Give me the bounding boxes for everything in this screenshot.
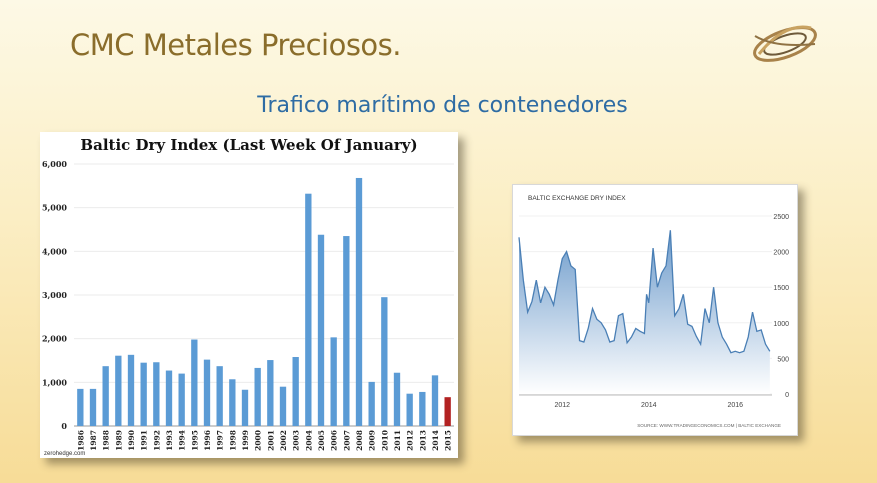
y-tick-label: 1500 [773, 285, 789, 292]
bar-1998 [229, 379, 236, 426]
x-tick-label: 2016 [727, 402, 743, 409]
bar-2009 [368, 381, 375, 426]
chart-title: BALTIC EXCHANGE DRY INDEX [528, 195, 626, 202]
y-tick-label: 4,000 [42, 246, 67, 256]
x-tick-label: 1993 [165, 430, 174, 451]
x-tick-label: 2015 [444, 430, 453, 451]
bar-1994 [178, 373, 185, 426]
bar-2010 [381, 297, 388, 426]
bar-1995 [191, 339, 198, 426]
bar-2005 [317, 234, 325, 426]
y-tick-label: 1,000 [42, 377, 67, 387]
x-tick-label: 2006 [330, 430, 339, 451]
bar-2002 [279, 386, 287, 426]
area-fill [519, 230, 770, 394]
bar-2011 [393, 372, 401, 426]
y-tick-label: 2000 [773, 250, 789, 257]
x-tick-label: 1990 [127, 430, 136, 451]
x-tick-label: 2004 [304, 430, 313, 451]
x-tick-label: 1995 [190, 430, 199, 451]
source-label: zerohedge.com [44, 451, 85, 457]
x-tick-label: 1994 [178, 430, 187, 451]
bar-2006 [330, 337, 337, 426]
x-tick-label: 1987 [89, 430, 98, 451]
bar-1999 [241, 389, 249, 426]
y-tick-label: 500 [777, 356, 789, 363]
x-tick-label: 2002 [279, 430, 288, 451]
bar-2003 [292, 357, 299, 426]
baltic-bar-chart: Baltic Dry Index (Last Week Of January) 0… [42, 136, 454, 457]
bar-2004 [305, 193, 312, 426]
source-label: SOURCE: WWW.TRADINGECONOMICS.COM | BALTI… [637, 423, 781, 428]
baltic-area-chart-card: BALTIC EXCHANGE DRY INDEX 0 500 1000 1500 200… [512, 184, 798, 436]
x-tick-label: 1989 [114, 430, 123, 451]
x-tick-label: 1997 [216, 430, 225, 451]
x-tick-label: 2012 [406, 430, 415, 451]
bar-2013 [419, 391, 426, 426]
x-tick-label: 1998 [228, 430, 237, 451]
x-tick-label: 1996 [203, 430, 212, 451]
x-tick-label: 1992 [152, 430, 161, 451]
bar-1986 [77, 388, 84, 426]
bar-1997 [216, 366, 223, 426]
x-tick-label: 2005 [317, 430, 326, 451]
y-tick-label: 3,000 [42, 290, 67, 300]
x-tick-label: 2014 [641, 402, 657, 409]
bar-1990 [127, 354, 135, 426]
x-tick-label: 1986 [76, 430, 85, 451]
x-tick-label: 1991 [140, 430, 149, 451]
bar-2000 [254, 367, 261, 426]
bar-2001 [267, 360, 274, 426]
bar-1993 [165, 370, 173, 426]
bar-1996 [203, 359, 211, 426]
bar-2015 [444, 397, 451, 426]
x-tick-label: 2011 [393, 430, 402, 451]
company-logo [753, 25, 817, 62]
x-tick-label: 2012 [554, 402, 570, 409]
bar-2008 [355, 177, 363, 426]
x-tick-label: 2009 [368, 430, 377, 451]
x-tick-label: 2014 [431, 430, 440, 451]
y-tick-label: 1000 [773, 321, 789, 328]
x-tick-label: 1999 [241, 430, 250, 451]
y-tick-label: 6,000 [42, 159, 67, 169]
series-line [518, 230, 771, 354]
bar-1992 [153, 362, 160, 426]
x-tick-label: 2008 [355, 430, 364, 451]
y-tick-label: 0 [785, 392, 789, 399]
x-tick-label: 2001 [266, 430, 275, 451]
bar-1987 [89, 388, 97, 426]
x-tick-label: 2013 [418, 430, 427, 451]
bar-2014 [431, 375, 439, 426]
y-tick-label: 2,000 [42, 334, 67, 344]
bar-2012 [406, 393, 413, 426]
y-tick-label: 2500 [773, 214, 789, 221]
baltic-area-chart: BALTIC EXCHANGE DRY INDEX 0 500 1000 1500 200… [518, 195, 789, 428]
x-tick-label: 2010 [380, 430, 389, 451]
slide-title: CMC Metales Preciosos. [70, 28, 402, 62]
bar-1989 [115, 355, 122, 426]
x-tick-label: 2003 [292, 430, 301, 451]
bar-2007 [343, 236, 350, 426]
bar-1991 [140, 362, 147, 426]
bar-1988 [102, 366, 109, 426]
x-tick-label: 1988 [102, 430, 111, 451]
x-tick-label: 2000 [254, 430, 263, 451]
chart-title: Baltic Dry Index (Last Week Of January) [80, 136, 417, 154]
y-tick-label: 0 [61, 421, 67, 431]
x-tick-label: 2007 [342, 430, 351, 451]
slide-subtitle: Trafico marítimo de contenedores [257, 93, 628, 118]
y-tick-label: 5,000 [42, 203, 67, 213]
baltic-bar-chart-card: Baltic Dry Index (Last Week Of January) 0… [40, 132, 458, 458]
